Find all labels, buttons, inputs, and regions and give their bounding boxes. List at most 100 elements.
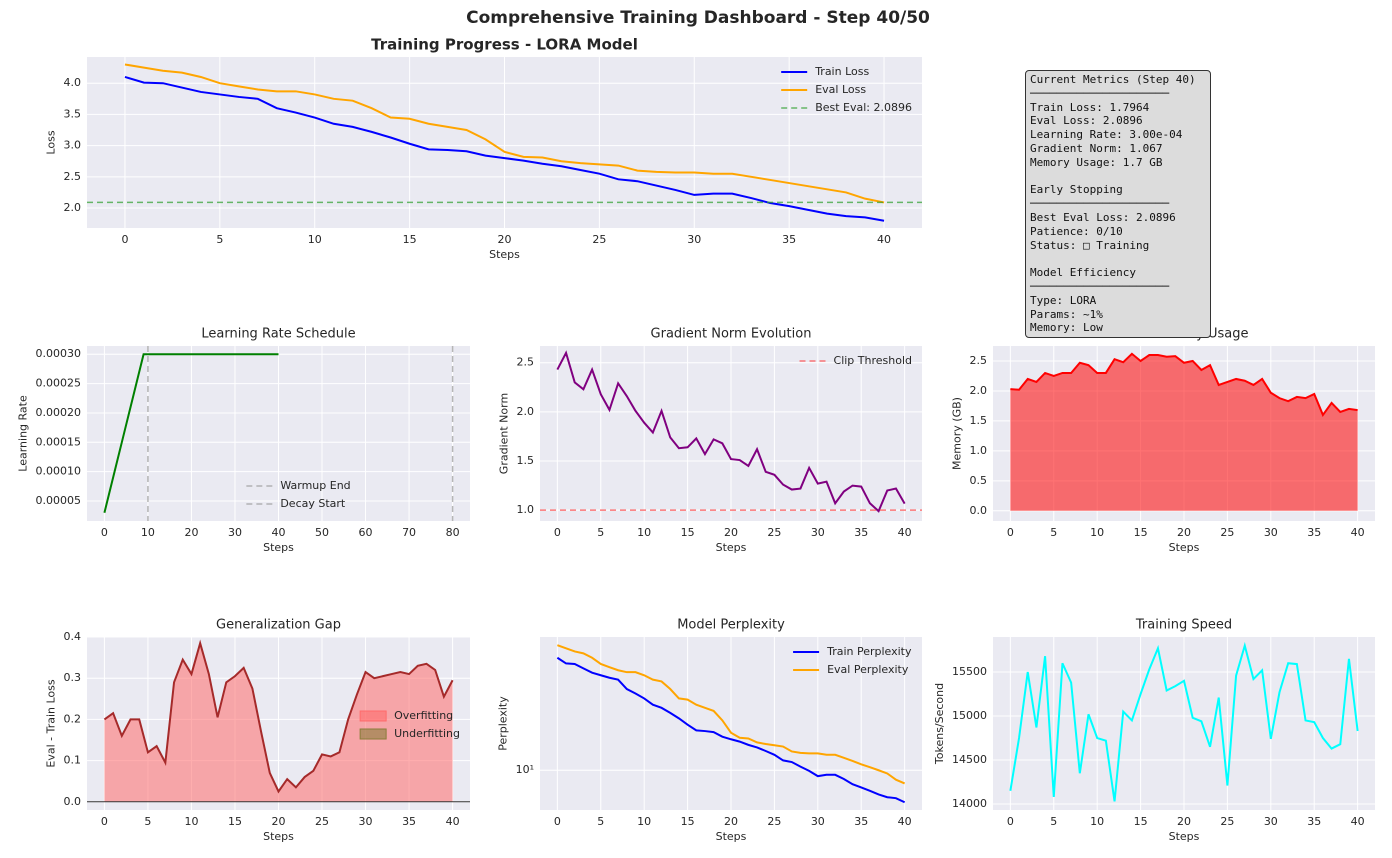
x-tick-label: 40 — [1351, 815, 1365, 828]
series-line — [556, 350, 906, 513]
y-tick-label: 0.00010 — [36, 465, 82, 478]
x-tick-label: 35 — [402, 815, 416, 828]
legend-label: Overfitting — [394, 709, 453, 722]
y-axis-label: Perplexity — [497, 696, 510, 751]
x-tick-label: 0 — [1007, 526, 1014, 539]
x-tick-label: 5 — [216, 233, 223, 246]
x-tick-label: 30 — [359, 815, 373, 828]
x-tick-label: 10 — [184, 815, 198, 828]
y-tick-label: 1.0 — [970, 444, 988, 457]
x-tick-label: 15 — [1134, 526, 1148, 539]
dashboard-title: Comprehensive Training Dashboard - Step … — [466, 8, 930, 28]
y-axis-label: Tokens/Second — [933, 683, 946, 765]
y-tick-label: 0.0 — [64, 795, 82, 808]
y-tick-label: 2.5 — [970, 354, 988, 367]
x-tick-label: 70 — [402, 526, 416, 539]
x-tick-label: 20 — [498, 233, 512, 246]
x-tick-label: 30 — [1264, 815, 1278, 828]
metrics-line: Gradient Norm: 1.067 — [1030, 141, 1163, 155]
legend-swatch — [359, 710, 387, 722]
x-tick-label: 25 — [767, 815, 781, 828]
x-tick-label: 10 — [637, 526, 651, 539]
x-tick-label: 20 — [272, 815, 286, 828]
y-tick-label: 2.0 — [970, 384, 988, 397]
y-tick-label: 2.0 — [517, 405, 535, 418]
x-tick-label: 5 — [597, 526, 604, 539]
metrics-heading: Model Efficiency — [1030, 266, 1136, 280]
y-axis-label: Loss — [45, 130, 58, 154]
x-tick-label: 0 — [1007, 815, 1014, 828]
y-tick-label: 0.0 — [970, 504, 988, 517]
x-tick-label: 10 — [141, 526, 155, 539]
x-tick-label: 35 — [782, 233, 796, 246]
legend: Warmup End Decay Start — [246, 479, 351, 510]
x-tick-label: 20 — [724, 815, 738, 828]
y-tick-label: 0.3 — [64, 671, 82, 684]
metrics-line: Status: □ Training — [1030, 238, 1150, 252]
y-tick-label: 1.0 — [517, 503, 535, 516]
legend-label: Train Perplexity — [826, 645, 912, 658]
x-tick-label: 40 — [446, 815, 460, 828]
x-tick-label: 30 — [811, 815, 825, 828]
x-tick-label: 20 — [1177, 526, 1191, 539]
metrics-section: Model Efficiency ───────────────────── Typ… — [1030, 266, 1206, 335]
y-tick-label: 2.5 — [64, 170, 82, 183]
x-tick-label: 35 — [854, 815, 868, 828]
legend-swatch — [359, 728, 387, 740]
legend-label: Eval Loss — [815, 83, 866, 96]
metrics-line: Learning Rate: 3.00e-04 — [1030, 128, 1183, 142]
x-tick-label: 35 — [1307, 815, 1321, 828]
y-axis-label: Eval - Train Loss — [45, 679, 58, 768]
y-tick-label: 14500 — [952, 753, 987, 766]
x-tick-label: 30 — [811, 526, 825, 539]
y-tick-label: 3.0 — [64, 139, 82, 152]
x-tick-label: 50 — [315, 526, 329, 539]
chart-title: Learning Rate Schedule — [201, 327, 355, 342]
x-tick-label: 15 — [403, 233, 417, 246]
x-tick-label: 35 — [1307, 526, 1321, 539]
x-axis-label: Steps — [489, 248, 520, 261]
metrics-line: Params: ~1% — [1030, 307, 1103, 321]
x-tick-label: 30 — [228, 526, 242, 539]
x-tick-label: 30 — [1264, 526, 1278, 539]
metrics-heading: Early Stopping — [1030, 183, 1123, 197]
y-tick-label: 0.00015 — [36, 435, 82, 448]
legend-label: Eval Perplexity — [827, 663, 909, 676]
y-tick-label: 2.0 — [64, 201, 82, 214]
x-tick-label: 15 — [1134, 815, 1148, 828]
metrics-heading: Current Metrics (Step 40) — [1030, 73, 1196, 86]
y-tick-label: 0.00020 — [36, 406, 82, 419]
x-tick-label: 10 — [1090, 526, 1104, 539]
metrics-section: Current Metrics (Step 40) ───────────────… — [1030, 73, 1206, 170]
x-tick-label: 35 — [854, 526, 868, 539]
legend-label: Decay Start — [280, 497, 346, 510]
x-tick-label: 5 — [1050, 815, 1057, 828]
chart-title: Model Perplexity — [677, 618, 785, 633]
y-tick-label: 0.00025 — [36, 377, 82, 390]
x-tick-label: 30 — [687, 233, 701, 246]
y-tick-label: 0.2 — [64, 712, 82, 725]
x-tick-label: 25 — [1220, 815, 1234, 828]
x-tick-label: 20 — [184, 526, 198, 539]
x-tick-label: 25 — [315, 815, 329, 828]
x-tick-label: 40 — [272, 526, 286, 539]
legend: Train Perplexity Eval Perplexity — [793, 645, 912, 676]
metrics-section: Early Stopping ───────────────────── Best … — [1030, 183, 1206, 252]
y-tick-label: 4.0 — [64, 76, 82, 89]
series-line — [557, 644, 906, 785]
series-line — [124, 76, 885, 222]
metrics-line: Eval Loss: 2.0896 — [1030, 114, 1143, 128]
x-tick-label: 60 — [359, 526, 373, 539]
x-axis-label: Steps — [263, 541, 294, 554]
y-tick-label: 1.5 — [517, 454, 535, 467]
chart-title: Generalization Gap — [216, 618, 341, 633]
series-line — [556, 656, 906, 804]
metrics-line: Train Loss: 1.7964 — [1030, 100, 1150, 114]
area-fill — [104, 643, 453, 802]
x-tick-label: 80 — [446, 526, 460, 539]
metrics-line: Memory: Low — [1030, 321, 1103, 335]
y-tick-label: 0.4 — [64, 630, 82, 643]
series-line — [103, 353, 279, 514]
x-tick-label: 25 — [1220, 526, 1234, 539]
